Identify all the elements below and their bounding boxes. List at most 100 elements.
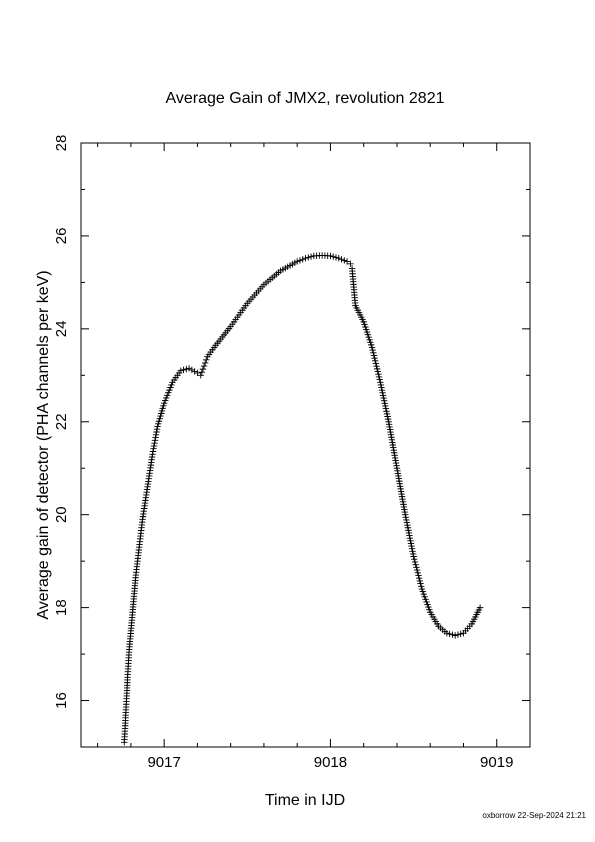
data-point xyxy=(384,415,392,423)
data-point xyxy=(416,577,424,585)
y-tick-label: 20 xyxy=(53,506,70,523)
data-point xyxy=(415,574,423,582)
data-point xyxy=(381,400,388,407)
data-point xyxy=(335,255,342,262)
data-point xyxy=(451,632,459,639)
y-tick-label: 16 xyxy=(53,692,70,709)
data-point xyxy=(404,521,411,529)
data-point xyxy=(380,394,387,402)
data-point xyxy=(161,397,169,404)
data-point xyxy=(327,252,334,260)
data-point xyxy=(372,357,379,365)
data-point xyxy=(369,346,376,354)
data-point xyxy=(405,529,413,537)
data-point xyxy=(415,572,422,579)
data-point xyxy=(408,545,416,552)
data-point xyxy=(151,439,158,447)
data-point xyxy=(180,366,187,374)
data-point xyxy=(379,389,386,397)
data-point xyxy=(377,379,384,386)
data-point xyxy=(381,397,388,404)
y-tick-label: 28 xyxy=(53,135,70,152)
data-point xyxy=(404,524,412,531)
data-point xyxy=(412,561,419,568)
data-point xyxy=(163,394,170,402)
data-point xyxy=(200,362,208,370)
data-point xyxy=(405,527,412,534)
data-point xyxy=(368,344,376,351)
data-point xyxy=(413,566,421,574)
data-point xyxy=(382,402,389,410)
data-point xyxy=(446,630,453,638)
tick-labels: 9017 9018 9019 16 18 20 22 24 26 28 xyxy=(53,135,513,771)
data-point xyxy=(167,384,174,391)
x-tick-label: 9019 xyxy=(480,754,513,771)
data-point xyxy=(203,356,210,364)
data-point xyxy=(341,257,348,264)
data-point xyxy=(150,442,158,450)
data-point xyxy=(330,253,337,260)
data-point xyxy=(296,257,304,264)
y-tick-label: 24 xyxy=(53,321,70,338)
data-point xyxy=(406,535,414,542)
chart-title: Average Gain of JMX2, revolution 2821 xyxy=(166,90,445,107)
data-point xyxy=(347,260,354,267)
data-point xyxy=(402,514,409,521)
data-point xyxy=(370,349,377,356)
data-point xyxy=(168,381,175,389)
data-point xyxy=(371,354,378,362)
data-point xyxy=(299,256,306,263)
data-point xyxy=(177,367,184,374)
data-point xyxy=(305,254,312,261)
data-point xyxy=(411,556,418,563)
data-point xyxy=(376,376,383,383)
data-point xyxy=(476,604,484,611)
data-point xyxy=(379,392,387,399)
data-point xyxy=(185,365,193,372)
y-tick-label: 18 xyxy=(53,599,70,616)
data-point xyxy=(151,437,159,444)
x-axis-label: Time in IJD xyxy=(265,792,345,809)
data-point xyxy=(406,532,413,539)
data-point xyxy=(372,360,380,367)
data-point xyxy=(449,631,456,638)
data-point xyxy=(417,580,424,587)
x-tick-label: 9018 xyxy=(314,754,347,771)
data-point xyxy=(370,352,378,359)
data-point xyxy=(164,392,171,399)
data-point xyxy=(408,542,415,550)
data-point xyxy=(377,381,385,389)
data-point xyxy=(373,362,380,370)
data-point xyxy=(410,553,417,560)
data-point xyxy=(375,373,383,381)
data-point xyxy=(149,448,157,455)
data-point xyxy=(414,569,421,576)
data-point xyxy=(197,372,204,379)
data-point xyxy=(153,428,160,436)
data-point xyxy=(166,386,173,394)
y-axis-label: Average gain of detector (PHA channels p… xyxy=(35,270,52,619)
y-tick-label: 22 xyxy=(53,413,70,430)
x-tick-label: 9017 xyxy=(147,754,180,771)
data-point xyxy=(165,389,172,396)
data-point xyxy=(201,359,209,367)
data-points xyxy=(121,252,484,746)
plot-frame xyxy=(80,142,531,748)
data-point xyxy=(198,369,206,376)
data-point xyxy=(454,631,462,638)
data-point xyxy=(403,519,411,526)
data-point xyxy=(407,537,414,545)
data-point xyxy=(149,451,156,458)
data-point xyxy=(152,434,159,441)
data-point xyxy=(378,384,385,391)
data-point xyxy=(378,386,386,394)
data-point xyxy=(375,371,382,378)
data-point xyxy=(409,550,417,558)
data-point xyxy=(384,413,391,420)
data-point xyxy=(373,365,381,373)
y-tick-label: 26 xyxy=(53,228,70,245)
data-point xyxy=(338,256,345,263)
axis-ticks xyxy=(81,142,531,748)
data-point xyxy=(332,254,340,261)
